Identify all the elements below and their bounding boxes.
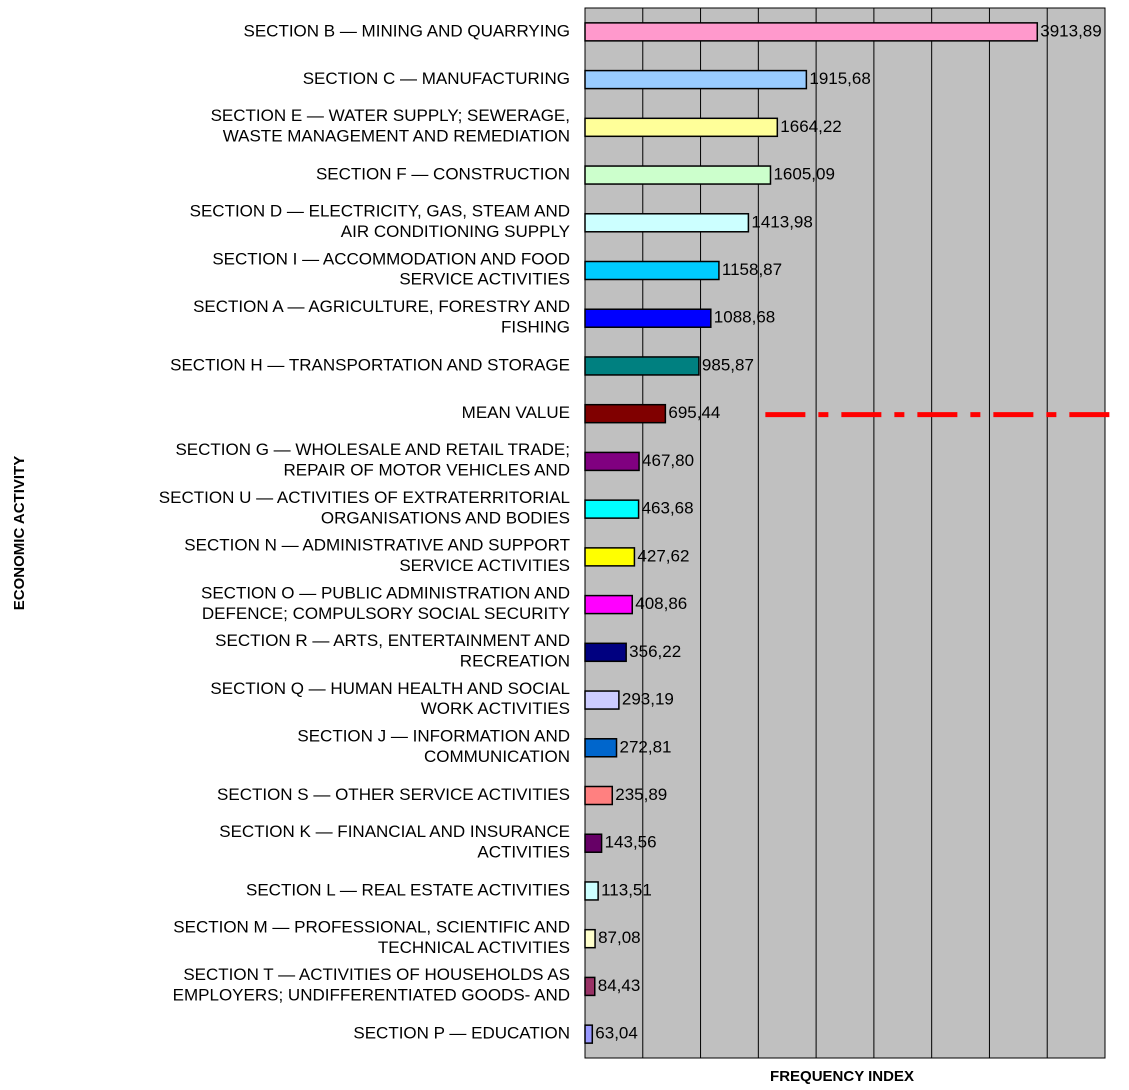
y-tick-label: SECTION J — INFORMATION AND COMMUNICATION — [297, 727, 570, 766]
value-label: 143,56 — [605, 833, 657, 852]
bar — [584, 308, 712, 328]
y-tick-label: SECTION P — EDUCATION — [353, 1024, 570, 1043]
bar — [584, 499, 640, 519]
value-label: 356,22 — [629, 642, 681, 661]
value-label: 427,62 — [637, 546, 689, 565]
bar — [584, 165, 772, 185]
bar — [584, 22, 1039, 42]
x-axis-title: FREQUENCY INDEX — [770, 1068, 914, 1085]
bar — [584, 117, 779, 138]
bar — [584, 642, 627, 663]
value-label: 87,08 — [598, 928, 641, 947]
value-label: 1664,22 — [780, 117, 841, 136]
y-tick-label: SECTION I — ACCOMMODATION AND FOOD SERVIC… — [212, 250, 570, 289]
y-tick-label: SECTION N — ADMINISTRATIVE AND SUPPORT SE… — [184, 536, 570, 575]
y-tick-label: SECTION G — WHOLESALE AND RETAIL TRADE; R… — [175, 441, 570, 480]
y-tick-label: SECTION L — REAL ESTATE ACTIVITIES — [246, 880, 570, 899]
y-tick-label: SECTION O — PUBLIC ADMINISTRATION AND DEF… — [201, 584, 570, 623]
value-label: 467,80 — [642, 451, 694, 470]
y-tick-label: MEAN VALUE — [462, 403, 570, 422]
y-tick-label: SECTION M — PROFESSIONAL, SCIENTIFIC AND… — [173, 918, 570, 957]
bar — [584, 451, 640, 472]
value-label: 235,89 — [615, 785, 667, 804]
bar — [584, 738, 618, 758]
value-label: 1605,09 — [773, 165, 834, 184]
y-tick-label: SECTION S — OTHER SERVICE ACTIVITIES — [217, 785, 570, 804]
y-tick-label: SECTION F — CONSTRUCTION — [316, 165, 570, 184]
value-label: 408,86 — [635, 594, 687, 613]
value-label: 985,87 — [702, 355, 754, 374]
value-label: 695,44 — [668, 403, 720, 422]
y-tick-label: SECTION T — ACTIVITIES OF HOUSEHOLDS AS E… — [173, 966, 570, 1005]
y-tick-label: SECTION U — ACTIVITIES OF EXTRATERRITORI… — [159, 488, 570, 527]
value-label: 272,81 — [620, 737, 672, 756]
bar — [584, 547, 636, 567]
bar — [584, 403, 667, 424]
value-label: 84,43 — [598, 976, 641, 995]
bar — [584, 976, 596, 997]
bar — [584, 833, 603, 853]
y-tick-label: SECTION A — AGRICULTURE, FORESTRY AND FIS… — [193, 298, 570, 337]
value-label: 1915,68 — [809, 69, 870, 88]
y-tick-label: SECTION E — WATER SUPPLY; SEWERAGE, WASTE… — [211, 107, 570, 146]
value-label: 3913,89 — [1040, 21, 1101, 40]
bar — [584, 69, 808, 90]
bar — [584, 594, 633, 615]
bar — [584, 260, 720, 281]
bar — [584, 928, 596, 949]
value-label: 1158,87 — [722, 260, 782, 279]
y-tick-label: SECTION D — ELECTRICITY, GAS, STEAM AND A… — [190, 202, 570, 241]
value-label: 1088,68 — [714, 308, 775, 327]
bar — [584, 690, 620, 710]
value-label: 1413,98 — [751, 212, 812, 231]
value-label: 63,04 — [595, 1024, 638, 1043]
y-tick-label: SECTION K — FINANCIAL AND INSURANCE ACTIV… — [219, 823, 570, 862]
bar — [584, 881, 599, 901]
y-tick-label: SECTION Q — HUMAN HEALTH AND SOCIAL WORK … — [210, 679, 570, 718]
y-tick-label: SECTION B — MINING AND QUARRYING — [243, 21, 570, 40]
y-axis-title: ECONOMIC ACTIVITY — [11, 456, 28, 610]
y-tick-label: SECTION C — MANUFACTURING — [303, 69, 570, 88]
bar — [584, 1024, 594, 1044]
bar — [584, 785, 614, 806]
value-label: 293,19 — [622, 690, 674, 709]
value-label: 463,68 — [642, 499, 694, 518]
y-tick-label: SECTION H — TRANSPORTATION AND STORAGE — [170, 355, 570, 374]
y-tick-label: SECTION R — ARTS, ENTERTAINMENT AND RECRE… — [215, 632, 570, 671]
bar — [584, 213, 750, 233]
value-label: 113,51 — [601, 880, 652, 899]
bar — [584, 356, 700, 376]
